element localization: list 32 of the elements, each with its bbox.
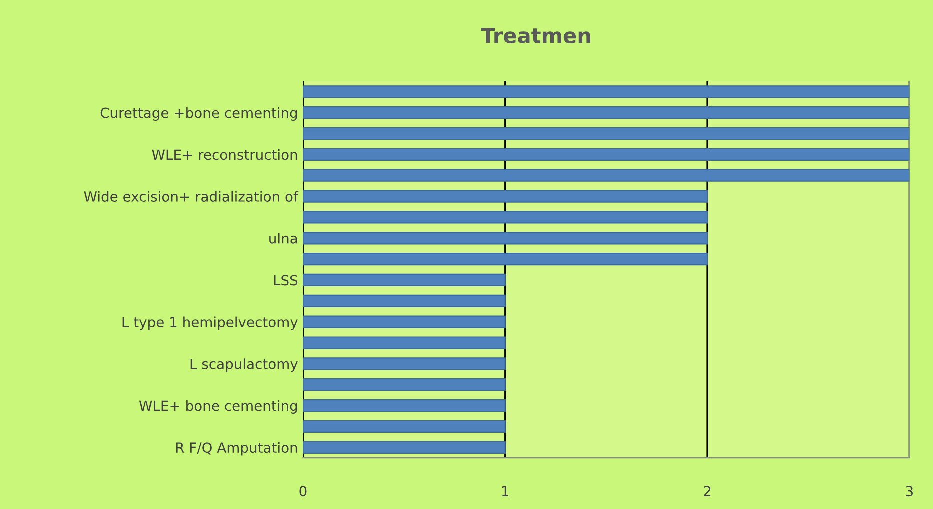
bar xyxy=(303,232,708,245)
x-tick-label: 3 xyxy=(906,486,913,497)
y-tick-label: ulna xyxy=(270,233,298,244)
x-tick-label: 2 xyxy=(704,486,711,496)
x-tick-label: 0 xyxy=(300,486,307,497)
bar xyxy=(303,378,506,392)
bar xyxy=(303,399,506,412)
x-tick-label: 1 xyxy=(502,486,509,496)
y-tick-label: L type 1 hemipelvectomy xyxy=(122,316,298,330)
bar xyxy=(303,294,506,308)
bar xyxy=(303,274,506,287)
bar xyxy=(303,253,708,266)
y-tick-label: R F/Q Amputation xyxy=(176,442,298,456)
bar xyxy=(303,106,910,120)
bar xyxy=(303,420,506,434)
bar xyxy=(303,86,910,98)
y-tick-label: L scapulactomy xyxy=(190,358,298,372)
bar xyxy=(303,148,910,161)
bar xyxy=(303,358,506,370)
y-tick-label: Wide excision+ radialization of xyxy=(84,191,299,202)
bar xyxy=(303,127,910,140)
bar xyxy=(303,169,910,182)
bar xyxy=(303,211,708,224)
y-tick-label: WLE+ reconstruction xyxy=(152,149,298,160)
bar xyxy=(303,336,506,350)
y-tick-label: WLE+ bone cementing xyxy=(139,400,298,414)
bar xyxy=(303,316,506,328)
y-tick-label: Curettage +bone cementing xyxy=(100,108,298,121)
y-tick-label: LSS xyxy=(274,275,298,286)
bar xyxy=(303,441,506,454)
chart-title: Treatmen xyxy=(481,28,590,44)
bar xyxy=(303,190,708,203)
